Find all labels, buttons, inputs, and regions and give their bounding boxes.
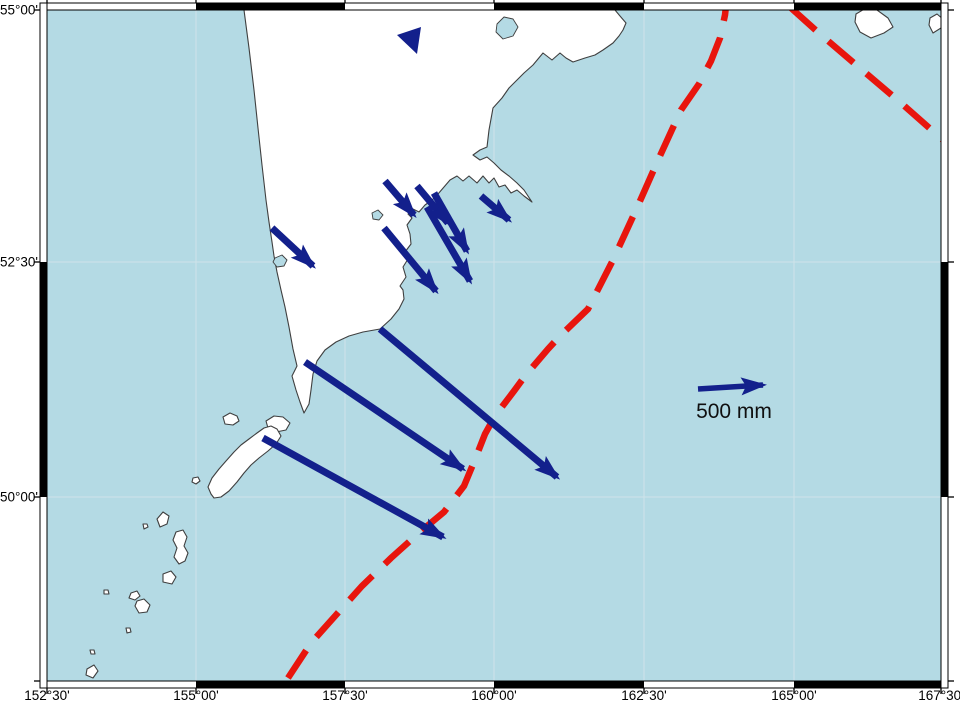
island-bering [854,10,894,39]
frame-segment [494,681,644,688]
x-axis-label: 152°30' [24,688,70,703]
x-axis-label: 162°30' [621,688,667,703]
islet-south [85,664,99,679]
x-axis-label: 167°30' [918,688,960,703]
island-shiashkotan-s [134,598,151,614]
lone-arrowhead-vector [397,27,421,54]
islet-dot-2 [103,589,110,595]
islet-dot-4 [89,649,96,655]
displacement-vector-avacha-4 [381,225,439,295]
aleutian-trench [788,10,941,143]
kamchatka-peninsula [243,10,627,414]
frame-inner-border [46,9,942,682]
frame-layer [34,0,954,694]
land-layer [85,10,941,679]
vector-layer [261,27,767,541]
island-makanrushi [156,511,170,528]
island-onekotan [172,529,189,565]
frame-segment [196,3,345,10]
islet-antsiferov [191,476,201,485]
displacement-vector-avacha-5 [423,205,474,285]
kuril-kamchatka-trench [285,10,729,680]
lake-west-coast [272,254,288,268]
legend-scale-arrow [697,377,767,396]
x-axis-label: 157°30' [322,688,368,703]
y-axis-label: 50°00' [0,489,39,505]
island-kharimkotan [162,570,177,585]
frame-segment [794,681,941,688]
displacement-vector-south-1 [377,326,561,480]
lake-avacha [371,209,384,221]
y-axis-label: 55°00' [0,2,39,18]
frame-segment [941,262,948,497]
islet-northeast [928,13,941,34]
displacement-vector-south-2 [303,359,467,472]
island-paramushir [207,425,282,499]
lake-kronotskoye [495,16,519,40]
trench-layer [285,10,941,680]
x-axis-label: 155°00' [173,688,219,703]
frame-segment [794,3,941,10]
frame-segment [40,262,47,497]
island-shiashkotan-n [128,590,141,601]
displacement-vector-west-coast [269,225,316,269]
x-axis-label: 160°00' [471,688,517,703]
displacement-vector-shipunsky [478,193,513,223]
legend-scale-label: 500 mm [696,400,772,423]
island-atlasov [222,412,240,426]
displacement-vector-avacha-1 [382,178,417,219]
displacement-vector-avacha-3 [430,191,471,255]
displacement-vector-avacha-2 [414,183,451,227]
frame-segment [196,681,345,688]
islet-dot-3 [125,627,132,634]
x-axis-label: 165°00' [771,688,817,703]
islet-dot-1 [142,523,149,530]
displacement-vector-south-3 [261,434,447,541]
y-axis-label: 52°30' [0,254,39,270]
frame-segment [494,3,644,10]
